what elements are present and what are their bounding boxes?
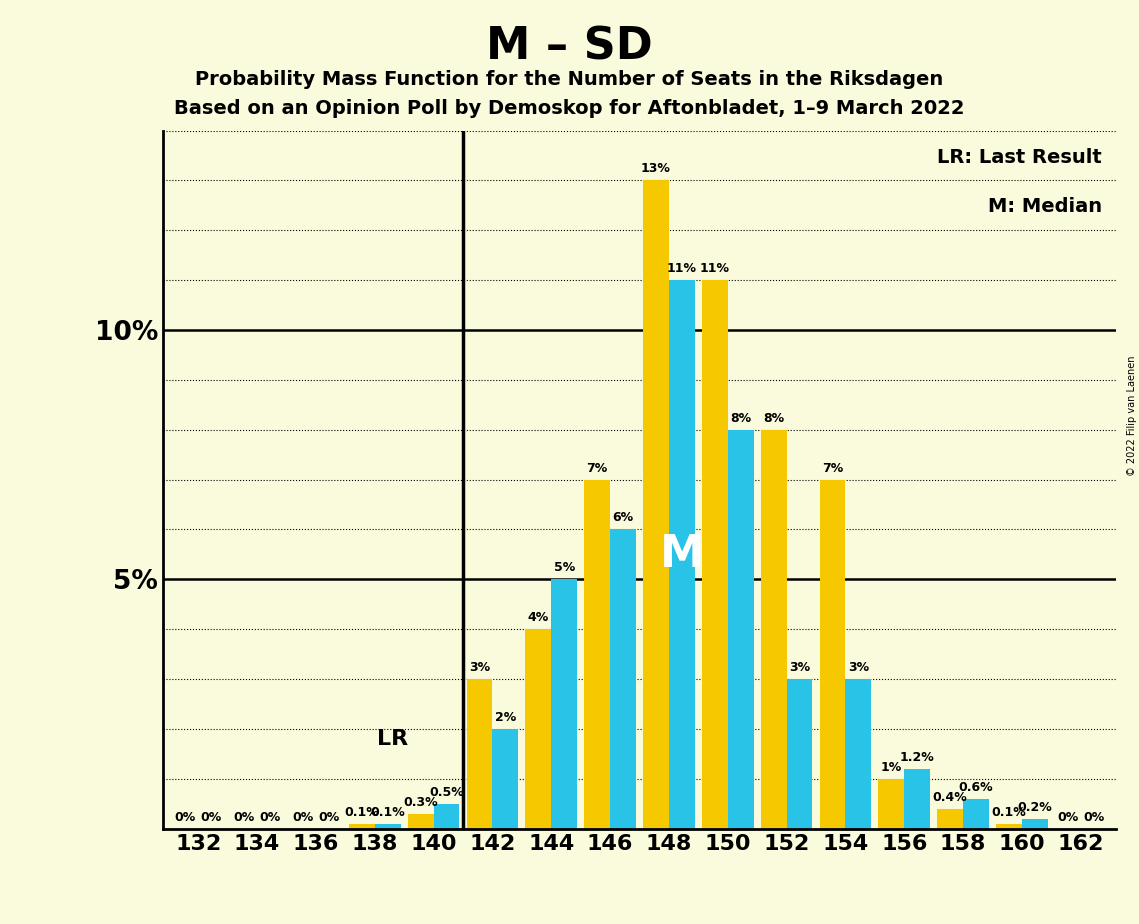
Text: M: Median: M: Median bbox=[988, 197, 1101, 216]
Text: LR: Last Result: LR: Last Result bbox=[937, 148, 1101, 167]
Text: 0%: 0% bbox=[260, 810, 280, 823]
Text: 0.6%: 0.6% bbox=[959, 781, 993, 794]
Text: M: M bbox=[659, 533, 704, 576]
Bar bbox=[787, 679, 812, 829]
Text: 7%: 7% bbox=[822, 462, 843, 475]
Text: 0%: 0% bbox=[200, 810, 222, 823]
Bar bbox=[1022, 819, 1048, 829]
Text: © 2022 Filip van Laenen: © 2022 Filip van Laenen bbox=[1128, 356, 1137, 476]
Bar bbox=[525, 629, 551, 829]
Text: 1%: 1% bbox=[880, 760, 902, 773]
Text: 3%: 3% bbox=[847, 661, 869, 675]
Text: 7%: 7% bbox=[587, 462, 608, 475]
Bar bbox=[820, 480, 845, 829]
Text: Probability Mass Function for the Number of Seats in the Riksdagen: Probability Mass Function for the Number… bbox=[196, 70, 943, 90]
Text: 1.2%: 1.2% bbox=[900, 751, 935, 764]
Text: 4%: 4% bbox=[527, 612, 549, 625]
Text: 5%: 5% bbox=[554, 562, 575, 575]
Text: 0.1%: 0.1% bbox=[344, 806, 379, 819]
Text: Based on an Opinion Poll by Demoskop for Aftonbladet, 1–9 March 2022: Based on an Opinion Poll by Demoskop for… bbox=[174, 99, 965, 118]
Bar bbox=[551, 579, 577, 829]
Text: 0%: 0% bbox=[293, 810, 313, 823]
Text: 0%: 0% bbox=[1083, 810, 1105, 823]
Bar bbox=[878, 779, 904, 829]
Text: 0.1%: 0.1% bbox=[370, 806, 405, 819]
Bar bbox=[492, 729, 518, 829]
Bar bbox=[375, 823, 401, 829]
Bar bbox=[611, 529, 636, 829]
Text: 0%: 0% bbox=[233, 810, 255, 823]
Bar bbox=[467, 679, 492, 829]
Bar bbox=[669, 280, 695, 829]
Text: LR: LR bbox=[377, 729, 408, 749]
Bar bbox=[904, 769, 931, 829]
Bar bbox=[995, 823, 1022, 829]
Bar bbox=[728, 430, 754, 829]
Bar bbox=[644, 180, 669, 829]
Bar bbox=[408, 814, 434, 829]
Text: 6%: 6% bbox=[613, 512, 633, 525]
Text: 0%: 0% bbox=[174, 810, 196, 823]
Text: M – SD: M – SD bbox=[486, 26, 653, 69]
Bar bbox=[761, 430, 787, 829]
Text: 8%: 8% bbox=[763, 412, 784, 425]
Text: 11%: 11% bbox=[699, 262, 730, 275]
Bar bbox=[845, 679, 871, 829]
Bar bbox=[964, 798, 989, 829]
Text: 2%: 2% bbox=[494, 711, 516, 724]
Text: 0.1%: 0.1% bbox=[992, 806, 1026, 819]
Text: 0.5%: 0.5% bbox=[429, 785, 464, 798]
Text: 11%: 11% bbox=[666, 262, 697, 275]
Text: 0%: 0% bbox=[1057, 810, 1079, 823]
Text: 3%: 3% bbox=[789, 661, 810, 675]
Bar bbox=[349, 823, 375, 829]
Bar bbox=[702, 280, 728, 829]
Bar bbox=[584, 480, 611, 829]
Bar bbox=[937, 808, 964, 829]
Text: 8%: 8% bbox=[730, 412, 752, 425]
Bar bbox=[434, 804, 459, 829]
Text: 3%: 3% bbox=[469, 661, 490, 675]
Text: 0.2%: 0.2% bbox=[1017, 801, 1052, 814]
Text: 0.3%: 0.3% bbox=[403, 796, 439, 808]
Text: 0.4%: 0.4% bbox=[933, 791, 967, 804]
Text: 0%: 0% bbox=[318, 810, 339, 823]
Text: 13%: 13% bbox=[641, 163, 671, 176]
